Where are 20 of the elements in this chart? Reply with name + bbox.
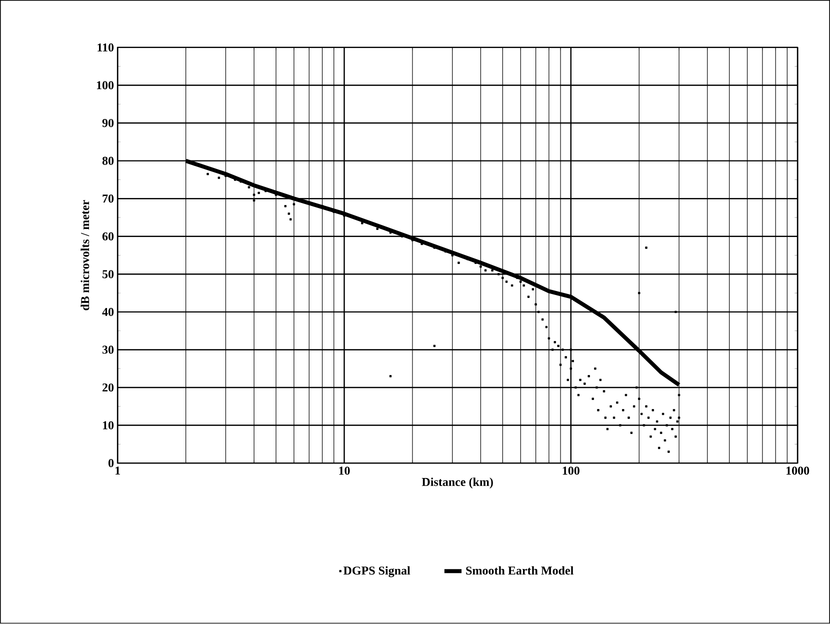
- legend-label: Smooth Earth Model: [466, 566, 574, 575]
- y-tick-label: 0: [108, 459, 114, 468]
- y-tick-label: 40: [102, 308, 114, 316]
- x-tick-label: 100: [562, 466, 580, 475]
- y-tick-label: 110: [98, 44, 114, 52]
- y-tick-label: 30: [102, 346, 114, 354]
- x-tick-label: 1: [116, 466, 120, 475]
- y-tick-label: 60: [102, 232, 114, 241]
- y-tick-label: 10: [102, 421, 114, 430]
- y-axis-title: dB microvolts / meter: [80, 200, 90, 310]
- x-tick-label: 1000: [786, 466, 810, 475]
- x-axis-title: Distance (km): [422, 478, 493, 489]
- y-tick-label: 90: [102, 119, 114, 128]
- x-tick-label: 10: [339, 466, 350, 475]
- y-tick-label: 80: [102, 156, 114, 166]
- y-tick-label: 20: [102, 384, 114, 392]
- y-tick-label: 70: [102, 194, 114, 203]
- y-tick-label: 50: [102, 270, 114, 278]
- legend-label: DGPS Signal: [343, 566, 410, 578]
- y-tick-label: 100: [96, 81, 114, 90]
